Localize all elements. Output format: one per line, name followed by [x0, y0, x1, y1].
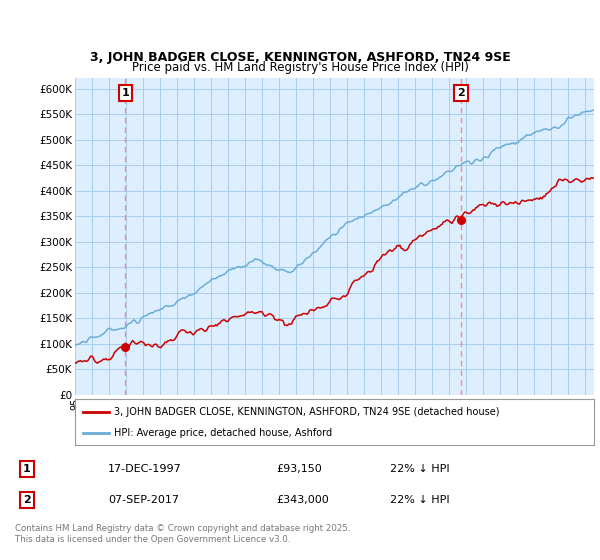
Text: 22% ↓ HPI: 22% ↓ HPI [390, 495, 449, 505]
Text: HPI: Average price, detached house, Ashford: HPI: Average price, detached house, Ashf… [114, 428, 332, 438]
Text: 1: 1 [121, 88, 129, 98]
Text: £343,000: £343,000 [276, 495, 329, 505]
Text: 3, JOHN BADGER CLOSE, KENNINGTON, ASHFORD, TN24 9SE (detached house): 3, JOHN BADGER CLOSE, KENNINGTON, ASHFOR… [114, 407, 499, 417]
Text: 3, JOHN BADGER CLOSE, KENNINGTON, ASHFORD, TN24 9SE: 3, JOHN BADGER CLOSE, KENNINGTON, ASHFOR… [89, 52, 511, 64]
Text: 22% ↓ HPI: 22% ↓ HPI [390, 464, 449, 474]
Text: £93,150: £93,150 [276, 464, 322, 474]
Text: 1: 1 [23, 464, 31, 474]
Text: 2: 2 [23, 495, 31, 505]
Text: Price paid vs. HM Land Registry's House Price Index (HPI): Price paid vs. HM Land Registry's House … [131, 61, 469, 74]
Text: Contains HM Land Registry data © Crown copyright and database right 2025.
This d: Contains HM Land Registry data © Crown c… [15, 524, 350, 544]
Text: 2: 2 [457, 88, 465, 98]
Text: 17-DEC-1997: 17-DEC-1997 [108, 464, 182, 474]
Text: 07-SEP-2017: 07-SEP-2017 [108, 495, 179, 505]
